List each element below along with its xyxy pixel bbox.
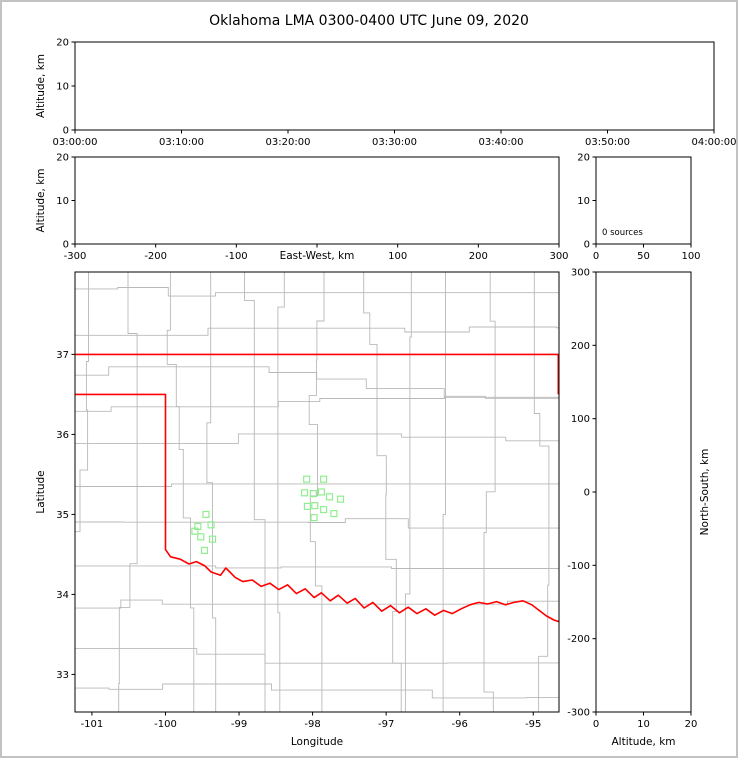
axis-text: Altitude, km (35, 54, 47, 118)
axis-text: 200 (571, 341, 590, 352)
axis-text: Latitude (35, 470, 47, 513)
axis-text: -98 (304, 719, 320, 730)
axis-text: 10 (56, 196, 69, 207)
lma-station-marker (197, 533, 205, 541)
lma-station-marker (325, 493, 334, 501)
axis-text: -100 (225, 251, 248, 262)
axis-text: 04:00:00 (692, 137, 737, 148)
lma-station-marker (202, 510, 210, 518)
axis-text: North-South, km (699, 449, 711, 536)
axis-text: 33 (56, 670, 69, 681)
ew-height-frame (74, 156, 560, 245)
axis-text: -300 (567, 708, 590, 719)
county-boundaries (75, 272, 559, 712)
axis-text: 100 (571, 414, 590, 425)
lma-station-marker (317, 488, 326, 496)
axis-text: 0 (593, 251, 599, 262)
panel-ns-height: 0 10 20 Altitude, km 300 200 100 0 -100 -200 -300 N… (567, 268, 711, 749)
lma-station-marker (207, 521, 215, 529)
axis-text: -100 (567, 561, 590, 572)
lma-station-marker (310, 513, 318, 522)
lma-station-marker (309, 490, 317, 498)
axis-text: -99 (231, 719, 247, 730)
axis-text: 20 (56, 153, 69, 164)
lma-station-marker (303, 502, 312, 510)
axis-text: 36 (56, 430, 69, 441)
axis-text: 0 (63, 126, 69, 137)
lma-station-marker (320, 506, 328, 514)
axis-text: -100 (154, 719, 177, 730)
time-height-frame (74, 41, 715, 131)
panel-ew-height: -300 -200 -100 100 200 300 East-West, km 0 10 20 A… (35, 153, 569, 263)
ns-height-frame (595, 271, 692, 713)
axis-text: Altitude, km (611, 736, 675, 748)
axis-text: -96 (452, 719, 468, 730)
axis-text: 300 (549, 251, 568, 262)
axis-text: 10 (577, 196, 590, 207)
axis-text: 03:40:00 (479, 137, 524, 148)
axis-text: 100 (388, 251, 407, 262)
axis-text: 50 (637, 251, 650, 262)
axis-text: Altitude, km (35, 168, 47, 232)
plot-title: Oklahoma LMA 0300-0400 UTC June 09, 2020 (209, 13, 529, 29)
axis-text: 200 (469, 251, 488, 262)
axis-text: Longitude (291, 736, 343, 748)
axis-text: 0 (63, 240, 69, 251)
axis-text: 300 (571, 268, 590, 279)
lma-station-marker (194, 522, 202, 531)
axis-text: 03:30:00 (372, 137, 417, 148)
axis-text: 03:00:00 (53, 137, 98, 148)
axis-text: 100 (681, 251, 700, 262)
axis-text: 10 (56, 82, 69, 93)
lma-station-marker (330, 510, 338, 518)
axis-text: 20 (577, 153, 590, 164)
lma-station-marker (303, 475, 311, 483)
axis-text: 0 (584, 488, 590, 499)
panel-time-height: 03:00:00 03:10:00 03:20:00 03:30:00 03:40:00… (35, 38, 736, 149)
state-border-line (75, 393, 559, 623)
axis-text: 37 (56, 350, 69, 361)
axis-text: -200 (144, 251, 167, 262)
axis-text: 03:50:00 (585, 137, 630, 148)
axis-text: 10 (637, 719, 650, 730)
panel-plan-view: -101 -100 -99 -98 -97 -96 -95 Longitude 33 34 35 36… (35, 350, 541, 748)
state-border-line (75, 353, 559, 395)
axis-text: -95 (525, 719, 541, 730)
axis-text: 20 (685, 719, 698, 730)
lma-station-marker (300, 489, 309, 497)
lma-stations (191, 475, 345, 555)
source-count-annotation: 0 sources (602, 228, 643, 238)
axis-text: 03:20:00 (266, 137, 311, 148)
axis-text: -97 (378, 719, 394, 730)
axis-text: East-West, km (280, 250, 355, 262)
plan-view-frame (74, 271, 560, 713)
lma-station-marker (208, 535, 217, 543)
axis-text: 0 (584, 240, 590, 251)
axis-text: 03:10:00 (159, 137, 204, 148)
axis-text: -300 (64, 251, 87, 262)
map-layers (75, 272, 559, 712)
alt-histogram-frame (595, 156, 692, 245)
axis-text: -101 (81, 719, 104, 730)
axis-text: 34 (56, 590, 69, 601)
axis-text: 0 (593, 719, 599, 730)
lma-station-marker (311, 502, 319, 510)
axis-text: -200 (567, 634, 590, 645)
axis-text: 20 (56, 38, 69, 49)
axis-text: 35 (56, 510, 69, 521)
panel-alt-histogram: 0 50 100 0 10 20 0 sources (577, 153, 700, 263)
lma-station-marker (320, 475, 328, 483)
lma-station-marker (200, 546, 209, 555)
lma-station-marker (336, 495, 345, 503)
